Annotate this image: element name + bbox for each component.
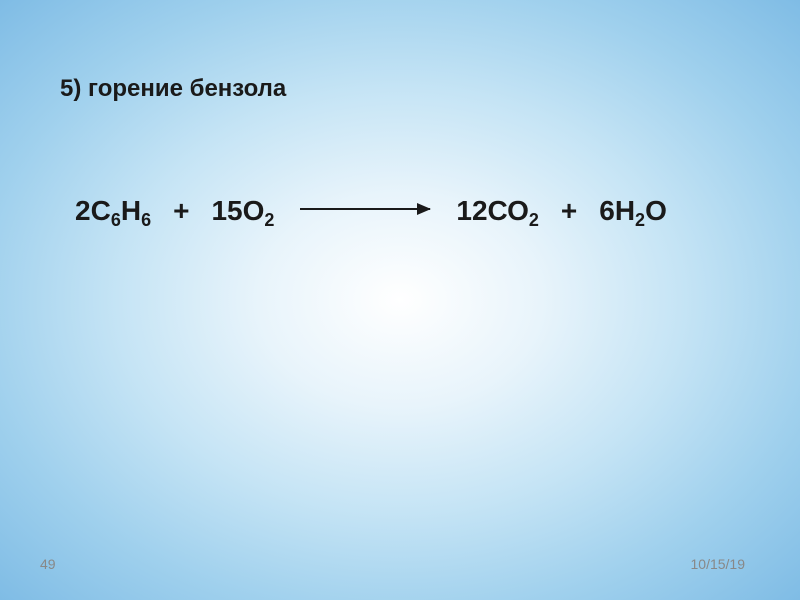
formula-part: С [91, 195, 111, 227]
subscript: 6 [141, 210, 151, 231]
reactant-2: 15О2 [211, 195, 274, 227]
coefficient: 2 [75, 195, 91, 227]
coefficient: 12 [456, 195, 487, 227]
reaction-arrow [300, 208, 430, 210]
formula-part: СО [488, 195, 529, 227]
subscript: 2 [264, 210, 274, 231]
chemical-equation: 2С6Н6 + 15О2 12СО2 + 6Н2О [75, 195, 667, 227]
subscript: 2 [635, 210, 645, 231]
subscript: 2 [529, 210, 539, 231]
plus-operator: + [561, 195, 577, 227]
slide-date: 10/15/19 [691, 556, 746, 572]
product-2: 6Н2О [599, 195, 667, 227]
slide-title: 5) горение бензола [60, 75, 286, 103]
formula-part: О [243, 195, 265, 227]
formula-part: Н [615, 195, 635, 227]
page-number: 49 [40, 556, 56, 572]
coefficient: 6 [599, 195, 615, 227]
formula-part: Н [121, 195, 141, 227]
product-1: 12СО2 [456, 195, 538, 227]
subscript: 6 [111, 210, 121, 231]
reactant-1: 2С6Н6 [75, 195, 151, 227]
coefficient: 15 [211, 195, 242, 227]
plus-operator: + [173, 195, 189, 227]
formula-part: О [645, 195, 667, 227]
